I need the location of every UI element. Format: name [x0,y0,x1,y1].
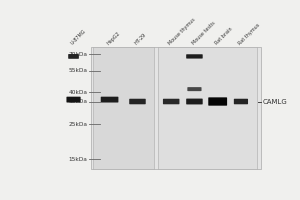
FancyBboxPatch shape [187,87,202,91]
Text: 15kDa: 15kDa [69,157,88,162]
Text: Mouse thymus: Mouse thymus [168,17,196,46]
FancyBboxPatch shape [163,99,179,104]
Text: 35kDa: 35kDa [68,99,88,104]
Text: 70kDa: 70kDa [68,52,88,57]
FancyBboxPatch shape [129,99,146,104]
Text: Rat brain: Rat brain [214,26,234,46]
FancyBboxPatch shape [66,97,81,103]
Text: 55kDa: 55kDa [68,68,88,73]
Bar [93,47,154,169]
Text: U-87MG: U-87MG [70,28,87,46]
Text: Rat thymus: Rat thymus [237,22,261,46]
Text: 40kDa: 40kDa [68,90,88,95]
Bar [91,47,261,169]
FancyBboxPatch shape [208,97,227,106]
FancyBboxPatch shape [186,99,203,104]
Text: Mouse testis: Mouse testis [191,20,216,46]
FancyBboxPatch shape [68,54,79,59]
Text: HepG2: HepG2 [106,30,122,46]
FancyBboxPatch shape [101,97,119,103]
Text: CAMLG: CAMLG [262,99,287,105]
FancyBboxPatch shape [186,54,203,59]
Bar [158,47,257,169]
FancyBboxPatch shape [234,99,248,104]
Text: 25kDa: 25kDa [68,122,88,127]
Text: HT-29: HT-29 [134,32,148,46]
